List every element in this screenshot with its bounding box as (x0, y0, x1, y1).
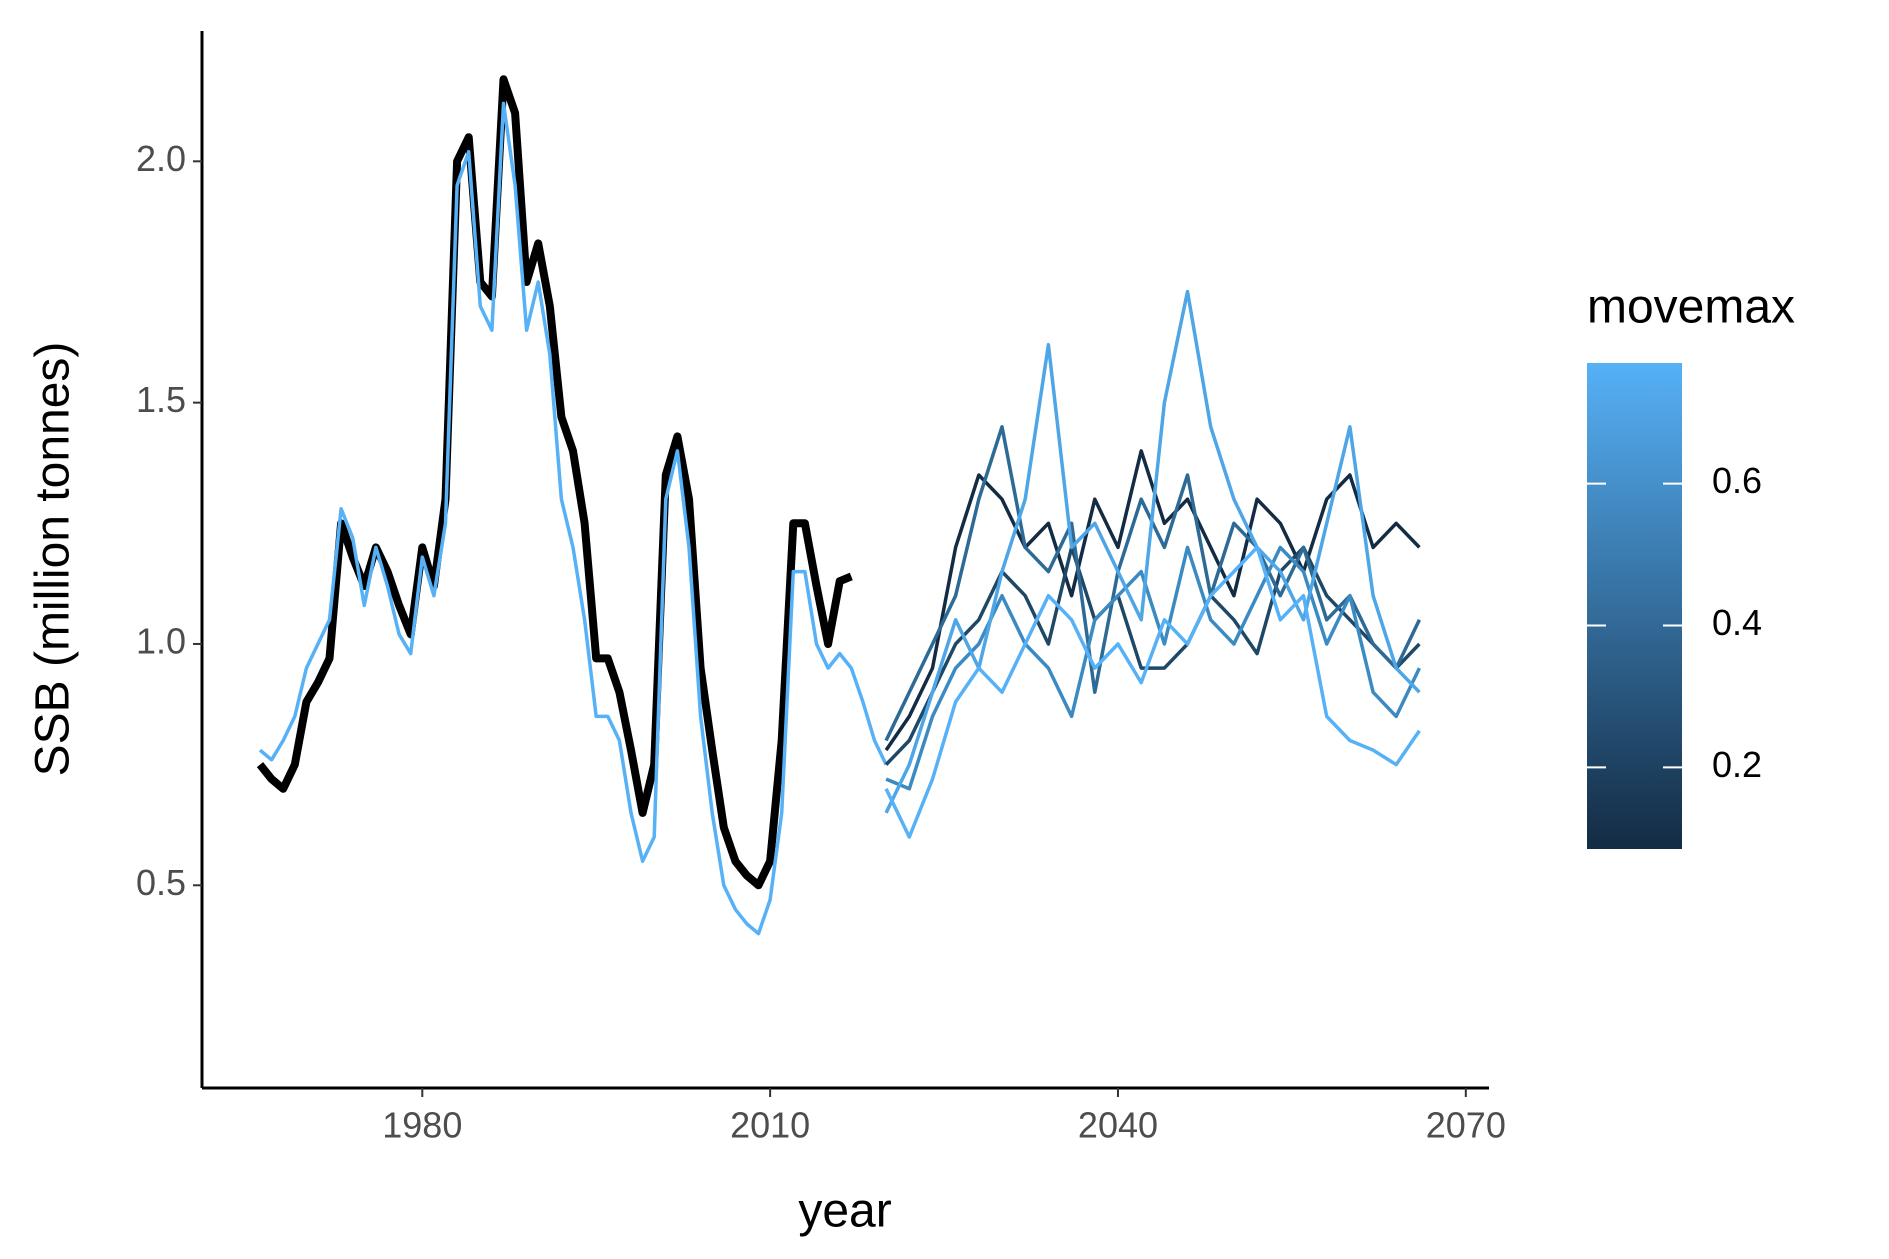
y-tick-label: 2.0 (136, 138, 186, 179)
x-tick-label: 1980 (382, 1105, 462, 1146)
legend-title: movemax (1587, 281, 1795, 334)
x-tick-label: 2040 (1078, 1105, 1158, 1146)
series-line (884, 449, 1421, 752)
colorbar (1587, 363, 1682, 849)
series-line (884, 545, 1421, 839)
y-axis-title: SSB (million tonnes) (27, 342, 80, 777)
colorbar-tick-label: 0.6 (1712, 460, 1762, 501)
colorbar-tick-label: 0.2 (1712, 744, 1762, 785)
series-line (256, 75, 853, 890)
y-tick-label: 0.5 (136, 862, 186, 903)
x-axis-title: year (798, 1185, 891, 1238)
y-tick-label: 1.5 (136, 379, 186, 420)
series-line (884, 289, 1421, 814)
colorbar-tick-label: 0.4 (1712, 602, 1762, 643)
y-tick-label: 1.0 (136, 620, 186, 661)
x-tick-label: 2010 (730, 1105, 810, 1146)
series-line (258, 101, 888, 936)
x-tick-label: 2070 (1426, 1105, 1506, 1146)
series-line (885, 545, 1421, 791)
series-line (884, 545, 1421, 766)
